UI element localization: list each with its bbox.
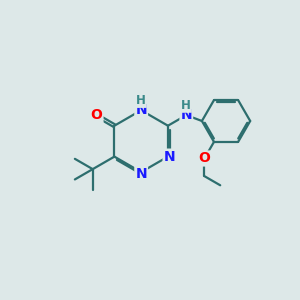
Text: N: N [181,108,192,122]
Text: O: O [91,108,103,122]
Text: H: H [136,94,146,107]
Text: O: O [199,152,210,166]
Text: N: N [164,150,175,164]
Text: N: N [135,167,147,181]
Text: H: H [182,99,191,112]
Text: N: N [135,103,147,117]
